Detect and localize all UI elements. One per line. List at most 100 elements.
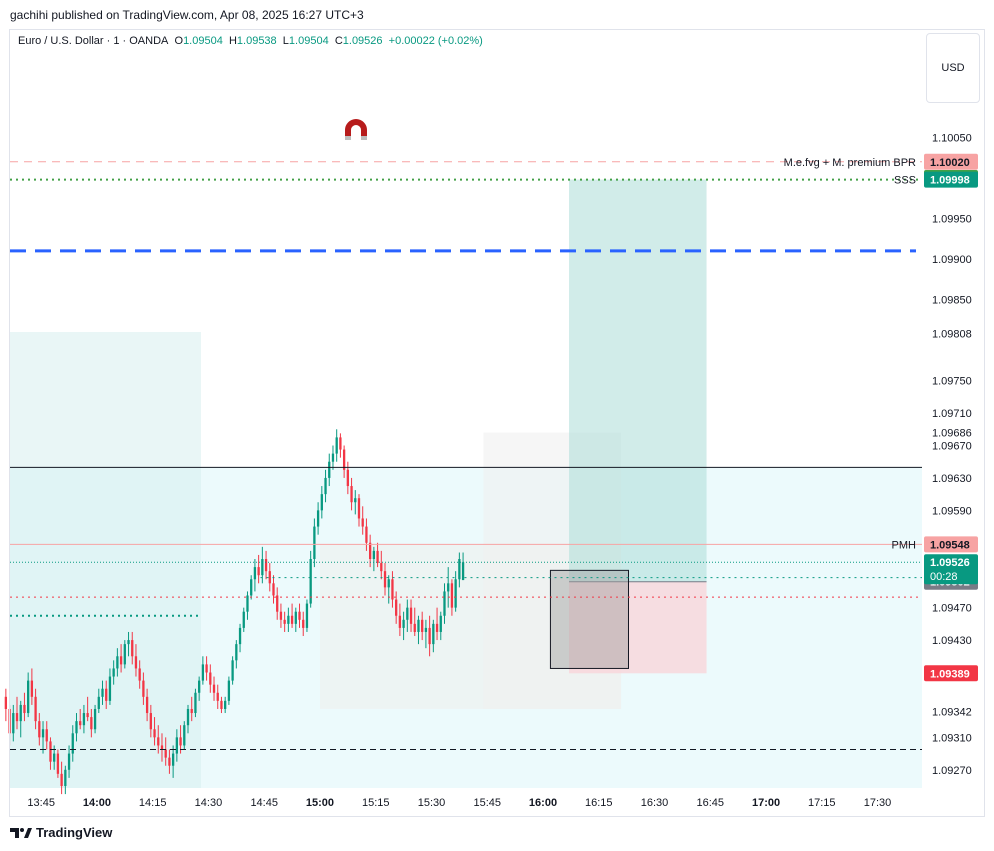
candle-body [86,713,89,718]
candle-body [368,542,372,559]
tradingview-logo[interactable]: TradingView [10,825,112,840]
symbol-title[interactable]: Euro / U.S. Dollar · 1 · OANDA [18,35,169,47]
candle-body [450,583,454,608]
brand-name: TradingView [36,825,113,840]
y-tick-label: 1.09686 [932,428,972,440]
low-label: L [282,35,289,47]
y-tick-label: 1.09808 [932,329,972,341]
annotation-label: PMH [892,539,917,551]
change-value: +0.00022 (+0.02%) [388,35,483,47]
candle-body [101,688,104,697]
candle-body [276,595,279,612]
candle-body [372,550,376,559]
candle-body [49,741,52,762]
y-tick-label: 1.09710 [932,408,972,420]
y-tick-label: 1.09270 [932,765,972,777]
candle-body [175,737,179,754]
candle-body [179,737,182,746]
y-tick-label: 1.09430 [932,635,972,647]
candle-body [23,704,26,714]
x-tick-label: 17:30 [864,797,892,809]
candle-body [331,453,335,462]
candle-body [257,567,260,576]
candle-body [108,676,112,701]
y-tick-label: 1.09850 [932,295,972,307]
x-tick-label: 15:00 [306,797,334,809]
candle-body [119,656,123,665]
magnet-tip-left [345,136,351,140]
tradingview-icon [10,827,32,838]
position-target-zone [569,179,707,582]
x-tick-label: 14:30 [195,797,223,809]
candle-body [75,721,78,734]
candle-body [27,680,30,714]
candle-body [38,721,41,738]
candle-body [458,559,461,580]
candle-body [12,713,15,734]
candle-body [205,664,208,673]
candle-body [335,437,338,454]
candle-body [157,737,160,746]
candle-body [294,611,297,624]
candle-body [97,696,100,709]
countdown-text: 00:28 [930,571,958,583]
candle-body [432,623,435,645]
candle-body [264,559,268,572]
x-tick-label: 17:00 [752,797,780,809]
candle-body [395,599,398,616]
candle-body [123,644,126,665]
y-tick-label: 1.09630 [932,473,972,485]
candle-body [194,692,197,714]
candle-body [220,700,223,709]
candle-body [198,680,201,693]
candle-body [224,700,227,709]
candle-body [209,672,212,685]
candle-body [216,692,219,701]
currency-button[interactable]: USD [926,33,980,103]
candle-body [357,498,361,519]
chart-frame [9,29,985,817]
candle-body [149,713,152,730]
candle-body [93,708,97,730]
y-tick-label: 1.09950 [932,214,972,226]
high-value: 1.09538 [236,35,277,47]
magnet-icon [345,119,367,140]
candle-body [171,753,175,766]
candle-body [443,591,446,616]
candle-body [279,611,283,620]
candle-body [305,603,309,628]
candle-body [90,717,93,730]
y-tick-label: 1.09670 [932,441,972,453]
candle-body [246,595,249,612]
x-tick-label: 16:00 [529,797,557,809]
candle-body [376,550,379,564]
current-price-bg [924,554,978,585]
candle-body [361,518,364,527]
annotation-label: M.e.fvg + M. premium BPR [784,157,916,169]
price-label-text: 1.09389 [930,668,970,680]
close-label: C [334,35,343,47]
candle-body [290,615,294,624]
candle-body [346,469,349,487]
close-value: 1.09526 [342,35,383,47]
x-tick-label: 14:00 [83,797,111,809]
candle-body [45,729,48,742]
candle-body [461,562,465,581]
candle-body [212,684,216,693]
candle-body [313,526,316,559]
candle-body [328,461,331,478]
candle-body [447,583,450,592]
candle-body [417,619,420,632]
candle-body [138,668,141,681]
candle-body [298,611,301,620]
candle-body [160,745,164,750]
x-tick-label: 16:15 [585,797,613,809]
candle-body [145,696,149,714]
candle-body [354,498,357,503]
x-tick-label: 15:15 [362,797,390,809]
candle-body [272,583,275,596]
candle-body [250,579,253,596]
candle-body [79,721,82,726]
y-tick-label: 1.09342 [932,706,972,718]
